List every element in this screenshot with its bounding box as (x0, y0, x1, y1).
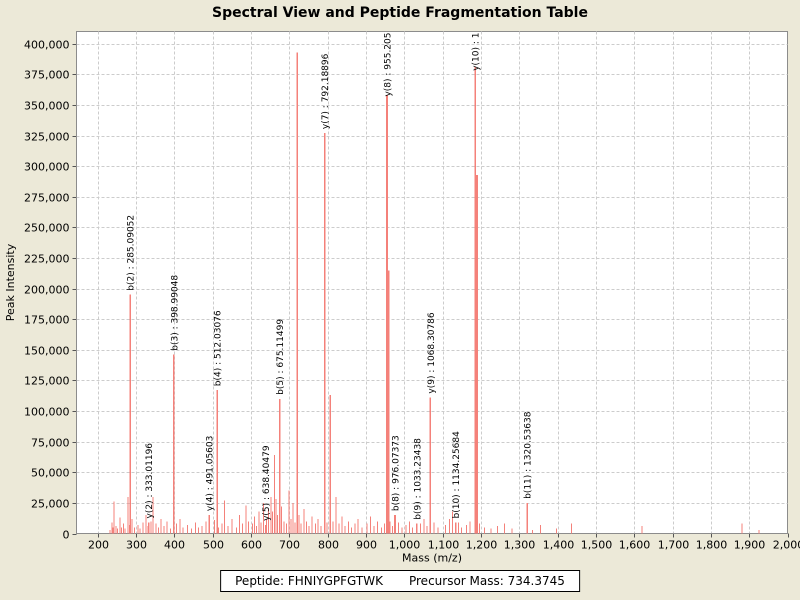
axis-ticks (72, 44, 789, 538)
peak-label: b(2) : 285.09052 (127, 215, 137, 291)
peak-label: b(10) : 1134.25684 (452, 431, 462, 519)
plot-area[interactable] (76, 31, 788, 534)
peaks (109, 52, 760, 534)
x-tick-label: 600 (241, 539, 262, 552)
y-tick-label: 275,000 (24, 192, 70, 205)
x-tick-label: 300 (126, 539, 147, 552)
y-tick-label: 200,000 (24, 284, 70, 297)
x-tick-label: 1,500 (581, 539, 613, 552)
x-tick-label: 2,000 (773, 539, 800, 552)
y-tick-label: 175,000 (24, 314, 70, 327)
peak-labels: b(2) : 285.09052 y(2) : 333.01196 b(3) : 3… (127, 33, 534, 521)
y-tick-label: 225,000 (24, 253, 70, 266)
peptide-info-box: Peptide: FHNIYGPFGTWK Precursor Mass: 734… (220, 570, 580, 592)
peak-label: y(9) : 1068.30786 (427, 312, 437, 393)
peak-label: b(3) : 398.99048 (170, 275, 180, 351)
peptide-label: Peptide: FHNIYGPFGTWK (235, 574, 383, 588)
x-tick-label: 800 (318, 539, 339, 552)
x-axis-title: Mass (m/z) (402, 552, 462, 565)
peak-label: y(5) : 638.40479 (262, 445, 272, 521)
y-tick-label: 375,000 (24, 69, 70, 82)
x-tick-label: 1,100 (428, 539, 460, 552)
x-tick-label: 1,300 (504, 539, 536, 552)
x-tick-label: 1,800 (696, 539, 728, 552)
y-tick-label: 150,000 (24, 345, 70, 358)
peak-label: b(5) : 675.11499 (276, 319, 286, 395)
x-tick-label: 400 (164, 539, 185, 552)
peak-label: b(8) : 976.07373 (392, 435, 402, 511)
peak-label: y(2) : 333.01196 (145, 443, 155, 519)
gridlines (76, 31, 788, 534)
y-tick-label: 300,000 (24, 161, 70, 174)
x-tick-label: 500 (203, 539, 224, 552)
y-axis-title: Peak Intensity (4, 243, 17, 321)
spectrum-plot[interactable]: b(2) : 285.09052 y(2) : 333.01196 b(3) : 3… (0, 0, 800, 566)
x-tick-label: 1,700 (658, 539, 690, 552)
y-tick-label: 75,000 (31, 437, 70, 450)
y-tick-label: 0 (63, 529, 70, 542)
peak-label: y(4) : 491.05603 (206, 436, 216, 512)
x-tick-label: 1,200 (466, 539, 498, 552)
y-tick-label: 25,000 (31, 498, 70, 511)
precursor-mass-label: Precursor Mass: 734.3745 (408, 574, 565, 588)
peak-label: y(7) : 792.18896 (321, 53, 331, 129)
x-tick-label: 900 (356, 539, 377, 552)
peak-label: b(9) : 1033.23438 (413, 438, 423, 520)
x-tick-label: 1,400 (543, 539, 575, 552)
peak-label: y(10) : 1 (472, 33, 482, 71)
y-tick-label: 400,000 (24, 39, 70, 52)
x-tick-label: 200 (88, 539, 109, 552)
peak-label: b(4) : 512.03076 (214, 310, 224, 386)
x-tick-label: 1,000 (389, 539, 421, 552)
y-tick-label: 50,000 (31, 467, 70, 480)
y-tick-label: 250,000 (24, 222, 70, 235)
x-tick-label: 700 (279, 539, 300, 552)
tick-labels: 200 300 400 500 600 700 800 900 1,000 1,100 1,200 1… (24, 39, 800, 552)
page-title: Spectral View and Peptide Fragmentation … (212, 5, 588, 21)
x-tick-label: 1,900 (734, 539, 766, 552)
peak-label: b(11) : 1320.53638 (524, 411, 534, 499)
x-tick-label: 1,600 (619, 539, 651, 552)
y-tick-label: 125,000 (24, 375, 70, 388)
y-tick-label: 325,000 (24, 131, 70, 144)
peak-label: y(8) : 955.205 (384, 33, 394, 97)
y-tick-label: 350,000 (24, 100, 70, 113)
y-tick-label: 100,000 (24, 406, 70, 419)
